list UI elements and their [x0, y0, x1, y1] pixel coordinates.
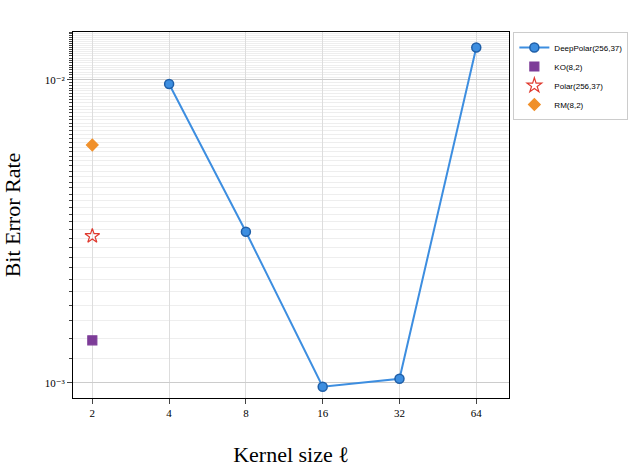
svg-text:8: 8	[243, 407, 249, 419]
svg-text:10⁻³: 10⁻³	[45, 377, 66, 389]
svg-text:64: 64	[471, 407, 483, 419]
svg-text:32: 32	[394, 407, 405, 419]
svg-text:Polar(256,37): Polar(256,37)	[554, 82, 603, 91]
svg-text:4: 4	[166, 407, 172, 419]
svg-text:KO(8,2): KO(8,2)	[554, 63, 582, 72]
svg-text:10⁻²: 10⁻²	[45, 74, 66, 86]
svg-text:DeepPolar(256,37): DeepPolar(256,37)	[554, 44, 622, 53]
svg-text:Bit Error Rate: Bit Error Rate	[0, 153, 25, 278]
svg-text:2: 2	[90, 407, 96, 419]
svg-text:16: 16	[317, 407, 329, 419]
svg-text:Kernel size ℓ: Kernel size ℓ	[233, 442, 349, 467]
svg-text:RM(8,2): RM(8,2)	[554, 101, 583, 110]
